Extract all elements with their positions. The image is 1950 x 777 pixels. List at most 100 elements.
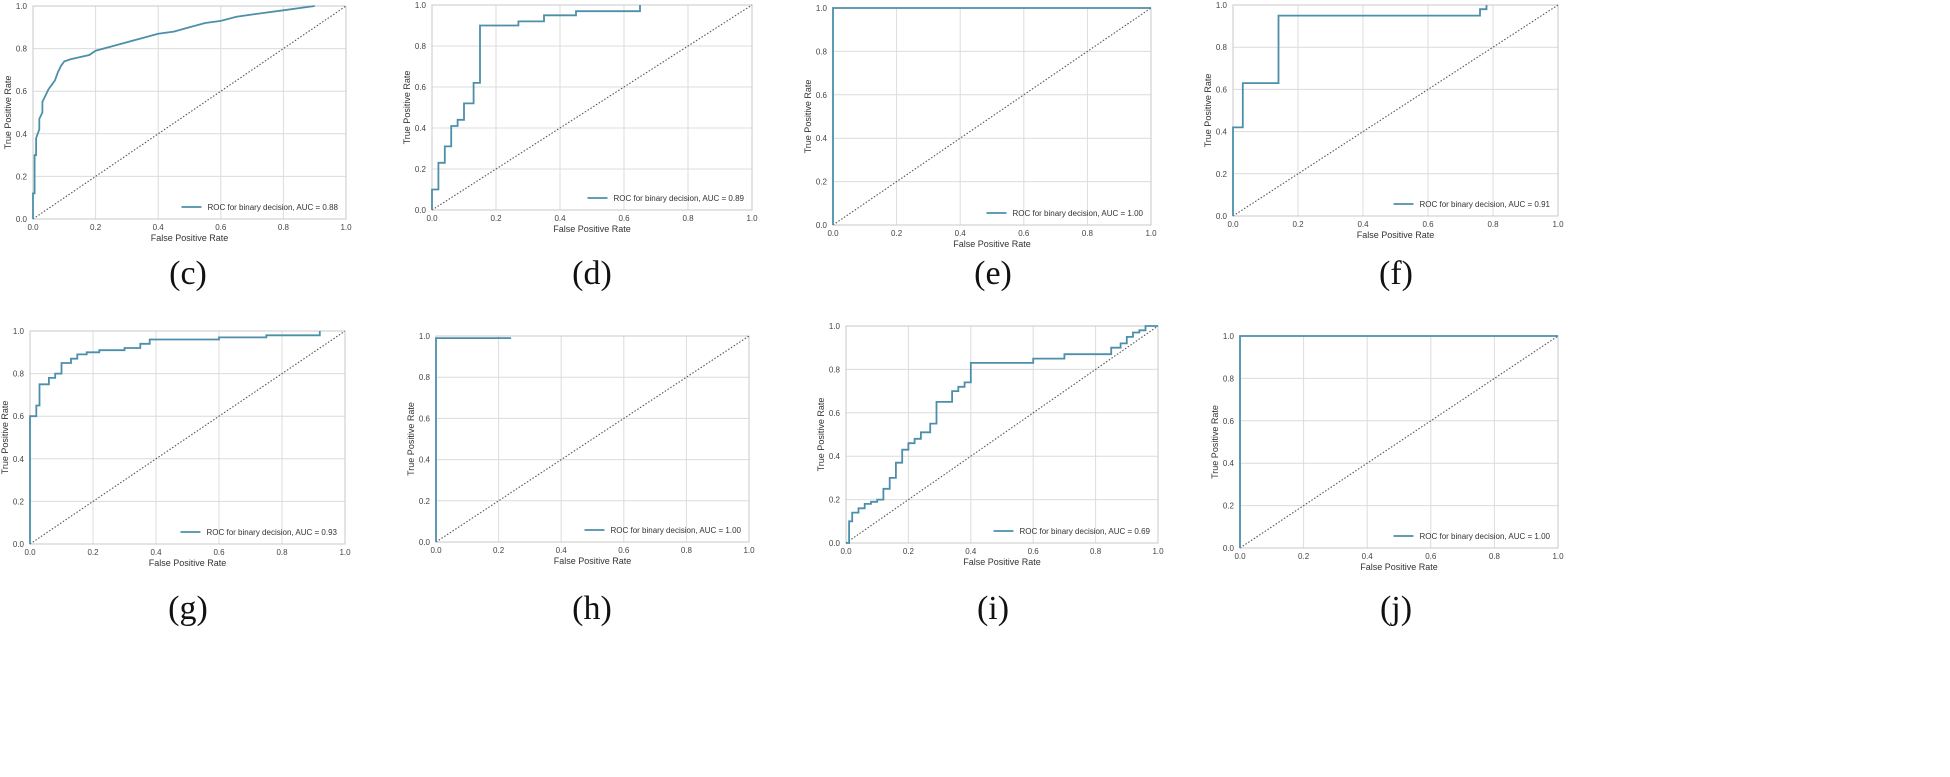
y-tick-label: 0.0 — [829, 539, 841, 548]
y-tick-label: 0.6 — [1216, 85, 1228, 94]
y-axis-label: True Positive Rate — [1203, 74, 1213, 148]
x-axis-label: False Positive Rate — [554, 556, 632, 566]
y-tick-label: 1.0 — [1223, 332, 1235, 341]
x-tick-label: 0.8 — [276, 548, 288, 557]
x-tick-label: 0.8 — [1082, 229, 1094, 238]
y-tick-label: 0.4 — [816, 134, 828, 143]
x-tick-label: 1.0 — [1552, 220, 1564, 229]
chance-diagonal-line — [32, 5, 347, 220]
y-tick-label: 0.8 — [16, 45, 28, 54]
legend-entry-label: ROC for binary decision, AUC = 1.00 — [1012, 209, 1143, 218]
y-tick-label: 0.8 — [419, 373, 431, 382]
chance-diagonal-line — [1239, 335, 1559, 549]
y-tick-label: 0.4 — [415, 124, 427, 133]
plot-frame — [1232, 4, 1559, 217]
y-axis-label: True Positive Rate — [0, 401, 10, 475]
x-axis-label: False Positive Rate — [1357, 230, 1435, 240]
chance-diagonal-line — [845, 325, 1159, 544]
x-tick-label: 0.6 — [618, 214, 630, 223]
panel-caption: (i) — [976, 590, 1010, 627]
x-tick-label: 0.0 — [840, 547, 852, 556]
panel-caption: (d) — [572, 255, 612, 292]
x-tick-label: 0.8 — [278, 223, 290, 232]
y-tick-label: 1.0 — [829, 322, 841, 331]
x-tick-label: 1.0 — [339, 548, 351, 557]
y-tick-label: 0.2 — [829, 496, 841, 505]
y-tick-label: 0.0 — [1216, 212, 1228, 221]
y-tick-label: 0.6 — [829, 409, 841, 418]
x-tick-label: 0.6 — [1425, 552, 1437, 561]
x-tick-label: 0.4 — [1362, 552, 1374, 561]
x-tick-label: 0.2 — [891, 229, 903, 238]
x-tick-label: 0.6 — [1028, 547, 1040, 556]
y-tick-label: 0.4 — [829, 452, 841, 461]
roc-curve-line — [1239, 335, 1558, 548]
plot-frame — [431, 4, 753, 211]
chance-diagonal-line — [431, 4, 753, 211]
legend-entry-label: ROC for binary decision, AUC = 1.00 — [610, 526, 741, 535]
y-tick-label: 0.4 — [419, 456, 431, 465]
y-tick-label: 0.4 — [16, 130, 28, 139]
x-tick-label: 0.6 — [1018, 229, 1030, 238]
panel-caption: (g) — [168, 590, 208, 627]
x-tick-label: 0.4 — [965, 547, 977, 556]
x-tick-label: 0.2 — [87, 548, 99, 557]
x-tick-label: 0.6 — [213, 548, 225, 557]
y-tick-label: 0.8 — [816, 47, 828, 56]
x-axis-label: False Positive Rate — [151, 233, 229, 243]
x-tick-label: 0.6 — [1422, 220, 1434, 229]
x-tick-label: 0.8 — [1489, 552, 1501, 561]
y-axis-label: True Positive Rate — [406, 402, 416, 476]
x-tick-label: 0.8 — [681, 546, 693, 555]
x-tick-label: 0.2 — [1298, 552, 1310, 561]
y-tick-label: 0.0 — [816, 221, 828, 230]
legend-entry-label: ROC for binary decision, AUC = 0.93 — [206, 528, 337, 537]
roc-curve-line — [832, 7, 1151, 225]
y-tick-label: 0.0 — [16, 215, 28, 224]
y-tick-label: 0.6 — [16, 87, 28, 96]
plot-frame — [845, 325, 1159, 544]
legend-entry-label: ROC for binary decision, AUC = 0.88 — [207, 203, 338, 212]
y-tick-label: 0.6 — [419, 414, 431, 423]
y-axis-label: True Positive Rate — [1210, 405, 1220, 479]
x-tick-label: 0.0 — [24, 548, 36, 557]
y-tick-label: 0.6 — [816, 91, 828, 100]
y-tick-label: 1.0 — [1216, 1, 1228, 10]
x-axis-label: False Positive Rate — [963, 557, 1041, 567]
panel-caption: (j) — [1379, 590, 1413, 627]
roc-curve-line — [431, 5, 641, 210]
y-tick-label: 1.0 — [16, 2, 28, 11]
x-tick-label: 0.4 — [150, 548, 162, 557]
x-tick-label: 0.0 — [426, 214, 438, 223]
y-tick-label: 0.0 — [1223, 544, 1235, 553]
panel-caption: (c) — [169, 255, 207, 292]
roc-curve-line — [29, 331, 321, 544]
x-tick-label: 0.6 — [215, 223, 227, 232]
legend-entry-label: ROC for binary decision, AUC = 0.91 — [1419, 200, 1550, 209]
legend-entry-label: ROC for binary decision, AUC = 0.89 — [613, 194, 744, 203]
y-tick-label: 0.4 — [13, 455, 25, 464]
x-tick-label: 0.0 — [1234, 552, 1246, 561]
y-tick-label: 0.8 — [829, 365, 841, 374]
y-axis-label: True Positive Rate — [402, 71, 412, 145]
y-tick-label: 0.4 — [1223, 459, 1235, 468]
x-tick-label: 0.4 — [1357, 220, 1369, 229]
y-tick-label: 1.0 — [13, 327, 25, 336]
x-tick-label: 0.2 — [493, 546, 505, 555]
plot-frame — [32, 5, 347, 220]
roc-curve-line — [846, 325, 1158, 544]
y-tick-label: 0.6 — [13, 412, 25, 421]
y-tick-label: 1.0 — [419, 332, 431, 341]
y-tick-label: 0.8 — [13, 370, 25, 379]
y-tick-label: 0.4 — [1216, 128, 1228, 137]
y-tick-label: 0.8 — [1216, 43, 1228, 52]
x-tick-label: 0.2 — [90, 223, 102, 232]
panel-caption: (e) — [974, 255, 1012, 292]
x-tick-label: 0.0 — [827, 229, 839, 238]
roc-curve-line — [435, 337, 512, 542]
